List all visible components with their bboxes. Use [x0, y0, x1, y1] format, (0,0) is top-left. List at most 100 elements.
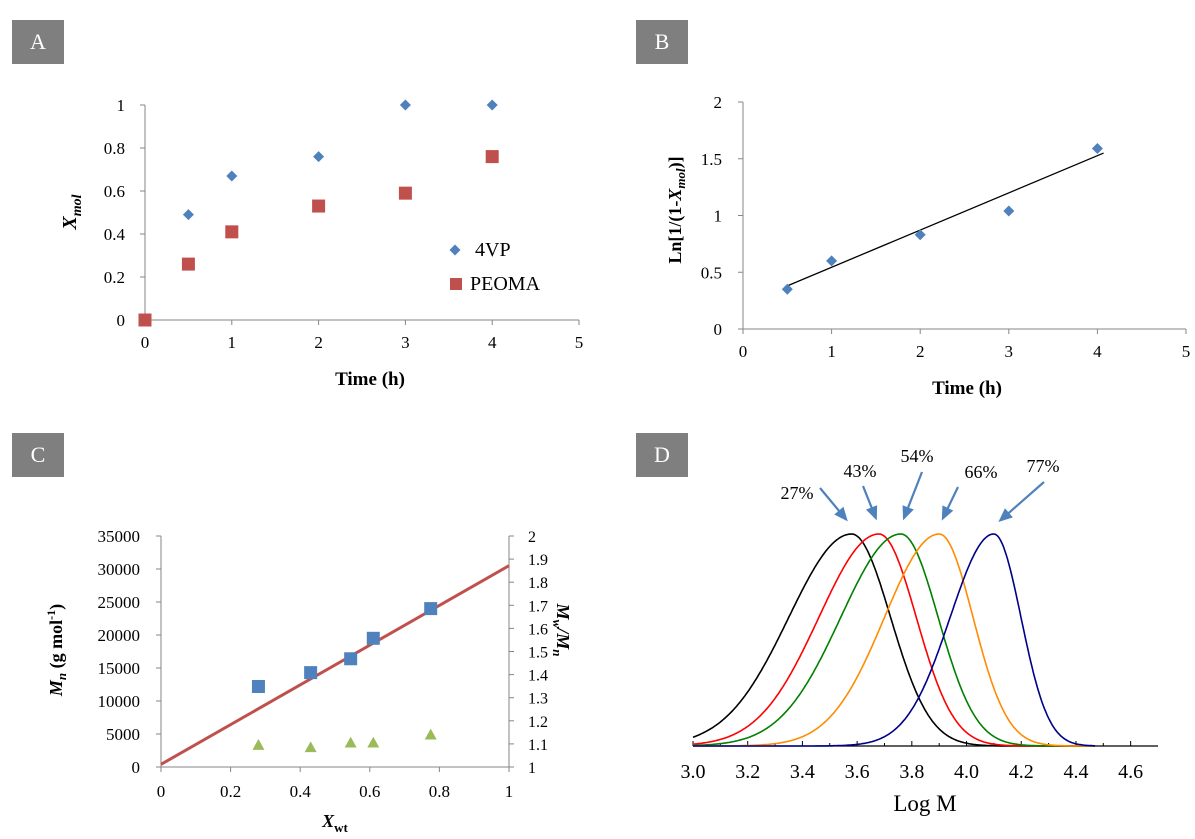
chart-c-y2-tick-label: 1.4 [528, 668, 548, 685]
chart-b-x-tick-label: 2 [916, 342, 925, 361]
chart-a-point [398, 186, 412, 200]
chart-d-curve [693, 533, 1096, 747]
panel-d-tag: D [636, 433, 688, 477]
chart-c-x-tick-label: 0.2 [220, 782, 241, 801]
chart-c-y-tick-label: 5000 [106, 725, 140, 744]
chart-b-y-label: Ln[1/(1-Xmol)] [665, 156, 688, 263]
chart-c-point [424, 728, 437, 740]
chart-d-arrow [1005, 481, 1045, 517]
chart-c-point [344, 736, 357, 748]
chart-b-trendline [787, 152, 1104, 287]
chart-a-x-tick-label: 3 [401, 333, 410, 352]
chart-c-x-tick-label: 0 [157, 782, 166, 801]
chart-d-arrow [861, 485, 875, 512]
chart-a-point [138, 313, 152, 327]
chart-a-x-tick-label: 0 [141, 333, 150, 352]
chart-d-curve [693, 533, 1096, 747]
chart-b-y-tick-label: 0 [714, 320, 723, 339]
chart-c-y-tick-label: 10000 [98, 692, 141, 711]
chart-b-x-tick-label: 3 [1005, 342, 1014, 361]
chart-b-point [781, 283, 793, 295]
chart-b-y-tick-label: 0.5 [701, 263, 722, 282]
chart-c-point [424, 602, 438, 616]
chart-c-y2-tick-label: 1.3 [528, 691, 548, 708]
chart-c-y2-tick-label: 1 [528, 760, 536, 777]
chart-b-point [914, 229, 926, 241]
panel-a-tag: A [12, 20, 64, 64]
chart-c-y2-tick-label: 1.6 [528, 621, 548, 638]
chart-c-y-tick-label: 20000 [98, 626, 141, 645]
chart-b-point [1003, 205, 1015, 217]
chart-b-x-tick-label: 1 [827, 342, 836, 361]
chart-d-x-tick-label: 4.6 [1118, 761, 1143, 783]
chart-d-x-tick-label: 4.4 [1063, 761, 1088, 783]
chart-a-x-label: Time (h) [335, 369, 405, 390]
chart-a-y-tick-label: 0 [117, 311, 126, 330]
chart-a-x-tick-label: 4 [488, 333, 497, 352]
chart-d-x-tick-label: 3.4 [790, 761, 815, 783]
chart-b-x-tick-label: 4 [1093, 342, 1102, 361]
chart-d-series-label: 77% [1027, 456, 1060, 476]
chart-a-y-tick-label: 0.8 [104, 139, 125, 158]
chart-c-x-tick-label: 1 [505, 782, 514, 801]
chart-d-curve [692, 533, 1096, 747]
chart-a-point [181, 257, 195, 271]
chart-c-x-tick-label: 0.8 [429, 782, 450, 801]
chart-c-y2-tick-label: 1.2 [528, 714, 548, 731]
chart-a: 0 1 2 3 4 5 0 0.2 0.4 0.6 0.8 1 Time (h) Xmol 4VP PEOMA [59, 96, 583, 390]
chart-c: 0 0.2 0.4 0.6 0.8 1 0 5000 10000 15000 20000 25000 3… [44, 527, 573, 835]
chart-a-point [312, 199, 326, 213]
chart-a-point [226, 170, 238, 182]
chart-a-x-tick-label: 1 [228, 333, 237, 352]
chart-c-point [304, 666, 318, 680]
chart-b-x-tick-label: 5 [1182, 342, 1191, 361]
chart-d-curve [692, 533, 1096, 747]
chart-c-y-label: Mn (g mol-1) [44, 604, 69, 697]
chart-a-point [399, 99, 411, 111]
chart-a-point [313, 151, 325, 163]
chart-a-legend-label: PEOMA [470, 273, 541, 295]
chart-a-point [486, 99, 498, 111]
chart-d-arrow-head [998, 508, 1013, 523]
panel-c-tag: C [12, 433, 64, 477]
chart-b-y-tick-label: 2 [714, 93, 723, 112]
chart-d-series-label: 27% [781, 483, 814, 503]
chart-c-x-label: Xwt [321, 811, 348, 835]
chart-d-x-label: Log M [893, 791, 956, 816]
chart-d-x-tick-label: 3.6 [845, 761, 870, 783]
chart-c-y-tick-label: 0 [132, 758, 141, 777]
chart-d-series-label: 54% [901, 446, 934, 466]
chart-c-point [344, 652, 358, 666]
chart-b: 0 1 2 3 4 5 0 0.5 1 1.5 2 Time (h) Ln[1/(1-Xmol)] [665, 93, 1190, 399]
chart-a-x-tick-label: 2 [314, 333, 323, 352]
chart-c-trendline [160, 564, 510, 766]
chart-c-y-tick-label: 35000 [98, 527, 141, 546]
chart-c-y-tick-label: 25000 [98, 593, 141, 612]
chart-d-x-tick-label: 3.2 [735, 761, 760, 783]
chart-d-arrow [819, 487, 843, 515]
chart-d-x-tick-label: 3.0 [681, 761, 706, 783]
chart-d-curve [692, 533, 1096, 747]
chart-a-x-tick-label: 5 [575, 333, 584, 352]
chart-a-y-tick-label: 0.4 [104, 225, 126, 244]
chart-d-arrow-head [902, 505, 914, 521]
chart-c-y2-tick-label: 1.1 [528, 737, 548, 754]
chart-d-arrow [945, 486, 959, 513]
chart-a-y-tick-label: 0.6 [104, 182, 125, 201]
chart-c-y-tick-label: 15000 [98, 659, 141, 678]
chart-d-arrow-head [941, 505, 954, 521]
chart-b-x-tick-label: 0 [739, 342, 748, 361]
chart-c-point [251, 679, 265, 693]
chart-c-point [367, 736, 380, 748]
chart-d: 3.0 3.2 3.4 3.6 3.8 4.0 4.2 4.4 4.6 Log M 27% 43% 54… [681, 446, 1158, 816]
chart-c-y2-tick-label: 1.9 [528, 552, 548, 569]
chart-b-point [1091, 143, 1103, 155]
chart-a-point [182, 209, 194, 221]
chart-c-point [304, 741, 317, 753]
chart-d-x-tick-label: 3.8 [899, 761, 924, 783]
chart-b-x-label: Time (h) [932, 378, 1002, 399]
chart-a-legend-marker [450, 278, 462, 290]
chart-a-legend-marker [449, 244, 461, 256]
chart-a-y-tick-label: 1 [117, 96, 126, 115]
